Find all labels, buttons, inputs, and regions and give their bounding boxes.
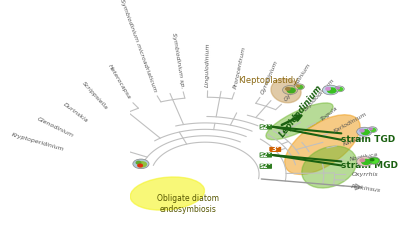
Text: Gyrodinium: Gyrodinium (260, 59, 279, 95)
Text: strain MGD: strain MGD (341, 161, 398, 170)
Circle shape (334, 86, 344, 92)
Circle shape (322, 85, 339, 95)
FancyBboxPatch shape (260, 124, 272, 130)
Text: Heterocapsa: Heterocapsa (107, 64, 132, 101)
Circle shape (133, 159, 149, 169)
Circle shape (298, 86, 303, 88)
Circle shape (297, 85, 300, 87)
Circle shape (372, 159, 378, 163)
Circle shape (138, 164, 142, 167)
Text: Oxyrrhis: Oxyrrhis (352, 172, 379, 177)
Ellipse shape (285, 115, 360, 174)
Circle shape (287, 88, 295, 93)
Circle shape (282, 85, 298, 94)
Text: strain TGD: strain TGD (341, 135, 396, 144)
Text: s2°: s2° (260, 124, 272, 130)
FancyBboxPatch shape (260, 164, 272, 169)
Circle shape (370, 128, 376, 131)
Ellipse shape (271, 79, 301, 103)
Text: Karlodinium: Karlodinium (332, 111, 368, 134)
Text: Prorocentrum: Prorocentrum (233, 46, 247, 89)
Text: Kryptoperidinium: Kryptoperidinium (10, 133, 64, 153)
Circle shape (360, 159, 365, 162)
Text: Symbiodinium sp.: Symbiodinium sp. (171, 32, 185, 88)
Text: Togula: Togula (320, 106, 339, 122)
Circle shape (368, 157, 380, 164)
Circle shape (368, 127, 377, 133)
Circle shape (338, 88, 343, 91)
Text: Gymnodinium: Gymnodinium (283, 63, 311, 102)
Text: Noctiluca: Noctiluca (350, 152, 379, 162)
Circle shape (362, 130, 369, 135)
Circle shape (295, 84, 304, 90)
FancyBboxPatch shape (269, 147, 281, 152)
Circle shape (286, 88, 290, 90)
Circle shape (370, 128, 372, 130)
Ellipse shape (130, 177, 204, 210)
Text: Karenia: Karenia (342, 134, 366, 147)
Text: Scrippsiella: Scrippsiella (81, 81, 109, 111)
Circle shape (357, 157, 373, 166)
Text: 3°: 3° (271, 146, 280, 152)
Circle shape (360, 129, 364, 132)
Ellipse shape (266, 103, 333, 140)
Circle shape (326, 88, 330, 90)
Circle shape (136, 161, 141, 164)
Text: Glenodinium: Glenodinium (36, 116, 74, 138)
Text: Perkinsus: Perkinsus (350, 184, 381, 193)
Text: s2°: s2° (260, 152, 272, 158)
Text: Lingulodinium: Lingulodinium (205, 42, 211, 87)
Circle shape (138, 162, 146, 167)
Circle shape (362, 160, 370, 164)
Text: Lepidodinium: Lepidodinium (304, 77, 336, 112)
Circle shape (370, 159, 374, 161)
Text: Kleptoplastidy: Kleptoplastidy (238, 76, 298, 85)
Text: Lepidodinium: Lepidodinium (278, 83, 324, 139)
Circle shape (357, 127, 372, 136)
Ellipse shape (302, 146, 356, 188)
FancyBboxPatch shape (260, 152, 272, 158)
Text: Obligate diatom
endosymbiosis: Obligate diatom endosymbiosis (157, 194, 219, 214)
Circle shape (328, 88, 336, 93)
Text: Durinskia: Durinskia (62, 102, 89, 124)
Text: s2°: s2° (260, 163, 272, 169)
Circle shape (337, 87, 339, 89)
Text: Symbiodinium microadriaticum: Symbiodinium microadriaticum (119, 0, 157, 93)
